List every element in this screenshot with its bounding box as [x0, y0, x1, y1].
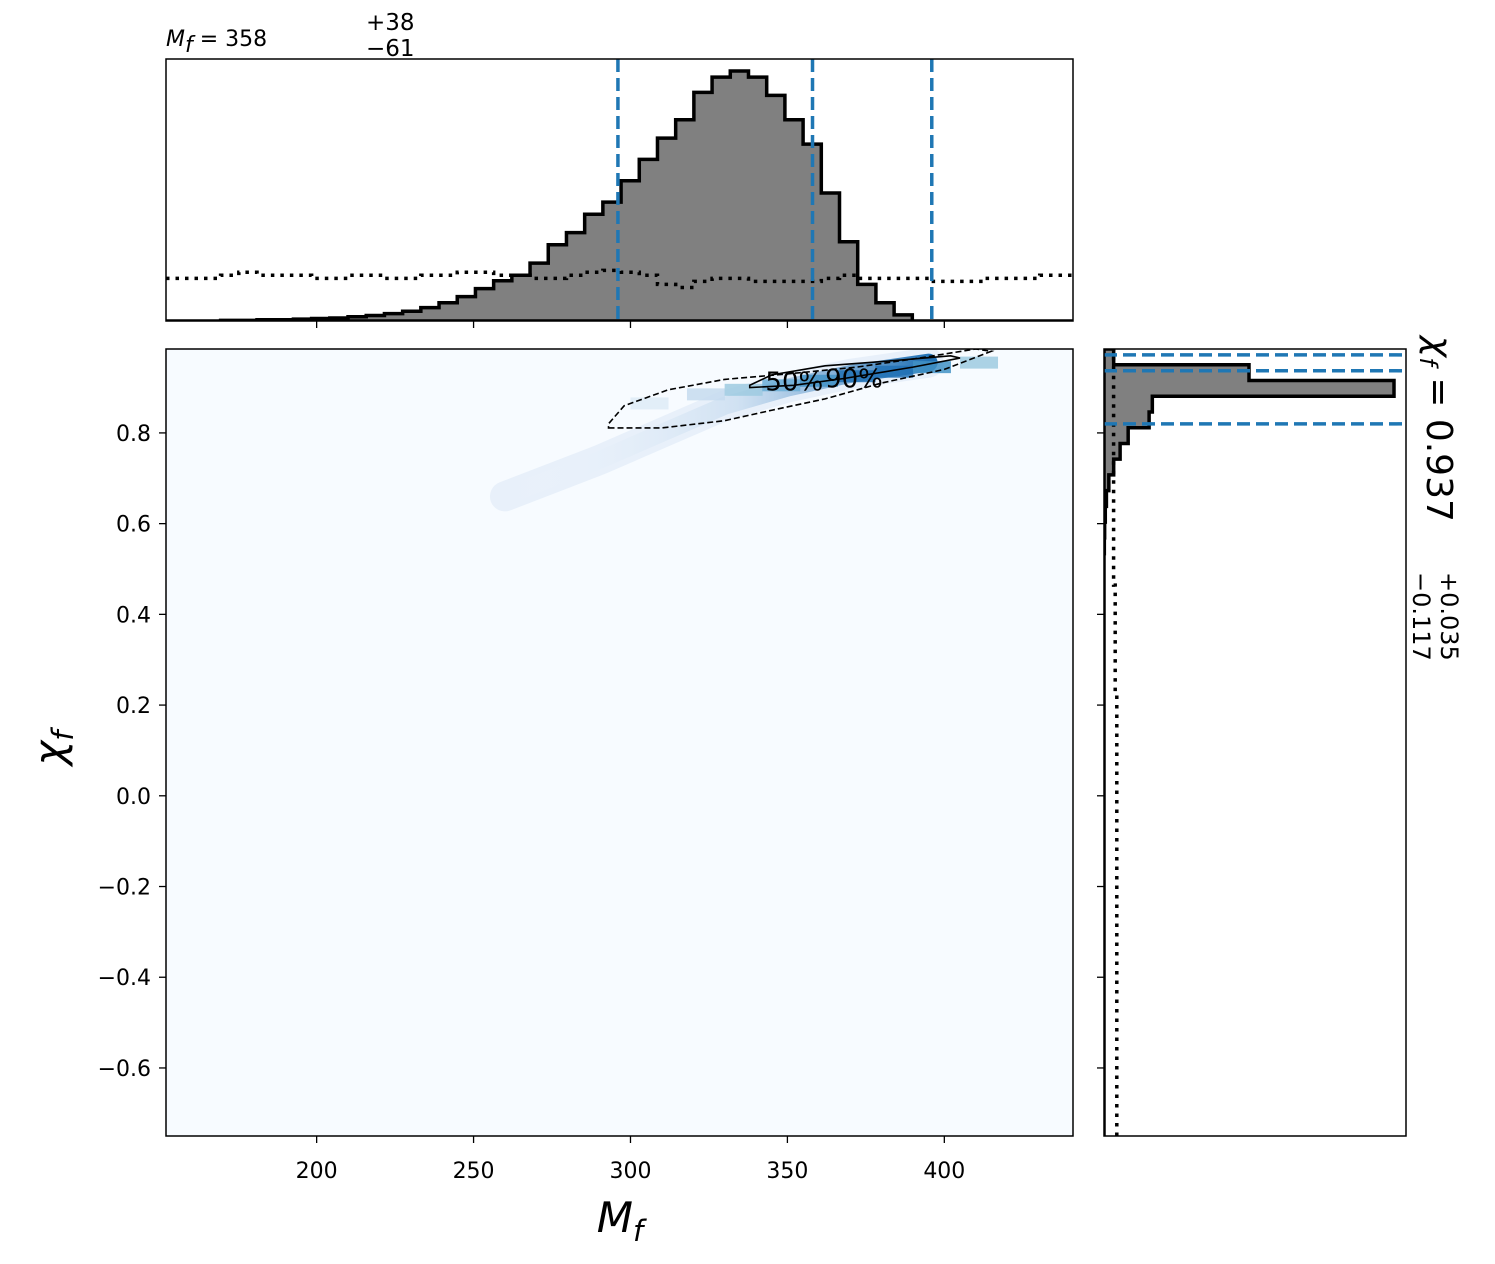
contour-label-90: 90% — [825, 365, 883, 395]
mf-title-value: 358 — [225, 27, 267, 52]
x-tick-label-0: 200 — [296, 1159, 338, 1184]
right-marginal-frame — [1103, 348, 1407, 1137]
mf-title-lower-error: −61 — [366, 36, 415, 62]
density-cell-7 — [630, 397, 669, 410]
x-tick-label-3: 350 — [766, 1159, 808, 1184]
mf-title: Mf = 358 — [166, 27, 267, 58]
y-tick-label-6: −0.4 — [98, 966, 151, 991]
mf-posterior-fill — [166, 71, 1073, 321]
chi-f-label-symbol: χ — [1418, 334, 1459, 359]
chi-f-label-equals: = — [1418, 366, 1459, 419]
y-tick-label-4: 0.0 — [116, 785, 151, 810]
y-axis-label-symbol: χ — [25, 739, 74, 768]
density-cell-1 — [724, 383, 763, 396]
right-marginal-panel: χf = 0.937 +0.035 −0.117 — [1097, 334, 1463, 1137]
x-axis-label-subscript: f — [633, 1214, 647, 1248]
contour-90 — [607, 349, 995, 429]
density-cell-6 — [912, 361, 951, 374]
joint-background — [166, 349, 1073, 1136]
chi-f-label-value: 0.937 — [1418, 419, 1459, 522]
x-axis-label: Mf — [597, 1193, 647, 1248]
right-marginal-background — [1104, 349, 1406, 1136]
y-tick-label-2: 0.4 — [116, 603, 151, 628]
density-cell-0 — [686, 388, 725, 401]
chi-f-label-main: χf = 0.937 — [1414, 334, 1459, 522]
x-tick-label-2: 300 — [609, 1159, 651, 1184]
chi-f-label-upper-error: +0.035 — [1435, 572, 1463, 661]
mf-title-equals: = — [193, 27, 225, 52]
joint-panel: 50% 90% 200 250 300 350 400 0.8 0.6 0.4 0.2 0.0 −0.… — [25, 348, 1074, 1248]
x-axis-label-symbol: M — [597, 1193, 633, 1242]
mf-title-subscript: f — [185, 33, 196, 58]
x-tick-label-1: 250 — [453, 1159, 495, 1184]
y-axis-label-subscript: f — [46, 727, 80, 741]
y-axis-label: χf — [25, 727, 80, 768]
chi-prior-step — [1111, 349, 1119, 1136]
joint-frame — [165, 348, 1074, 1137]
x-tick-label-4: 400 — [923, 1159, 965, 1184]
contour-label-50: 50% — [765, 368, 823, 398]
chi-f-label-lower-error: −0.117 — [1407, 572, 1435, 661]
y-tick-label-0: 0.8 — [116, 422, 151, 447]
top-marginal-panel: Mf = 358 +38 −61 — [165, 10, 1074, 328]
contour-50 — [748, 354, 961, 389]
top-marginal-frame — [165, 58, 1074, 322]
mf-title-upper-error: +38 — [366, 10, 415, 36]
y-tick-label-3: 0.2 — [116, 694, 151, 719]
density-cell-8 — [960, 356, 999, 369]
mf-posterior-step — [166, 69, 1073, 321]
mf-title-symbol: M — [166, 27, 185, 52]
y-tick-label-1: 0.6 — [116, 513, 151, 538]
y-tick-label-7: −0.6 — [98, 1057, 151, 1082]
y-tick-label-5: −0.2 — [98, 876, 151, 901]
chi-f-label: χf = 0.937 +0.035 −0.117 — [1407, 334, 1463, 661]
